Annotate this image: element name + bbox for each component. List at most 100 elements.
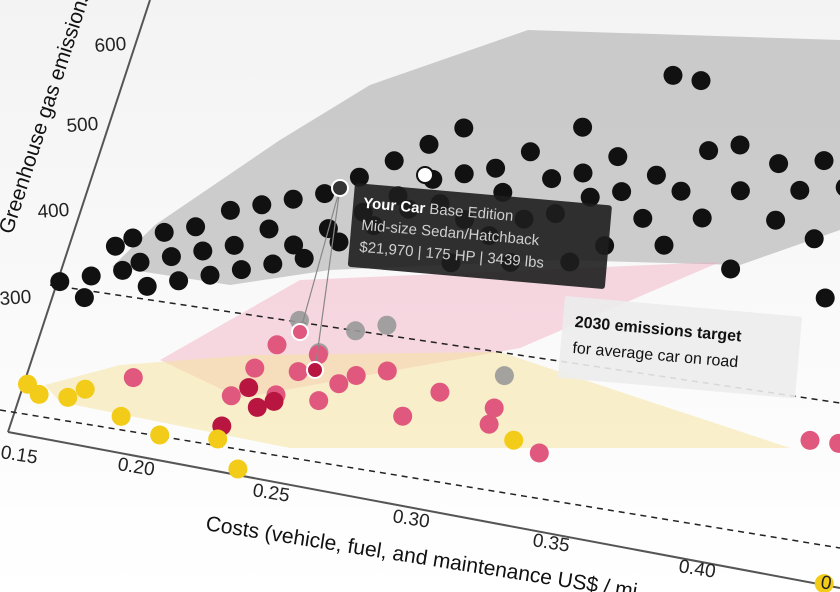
data-point[interactable] [612, 182, 632, 202]
data-point[interactable] [804, 229, 824, 249]
data-point[interactable] [150, 425, 170, 445]
data-point[interactable] [231, 260, 251, 280]
data-point[interactable] [486, 158, 506, 178]
data-point[interactable] [74, 288, 94, 308]
data-point[interactable] [111, 406, 131, 426]
data-point[interactable] [484, 398, 504, 418]
data-point[interactable] [263, 254, 283, 274]
data-point[interactable] [81, 266, 101, 286]
data-point[interactable] [267, 335, 287, 355]
data-point[interactable] [264, 391, 284, 411]
data-point[interactable] [283, 189, 303, 209]
data-point[interactable] [75, 379, 95, 399]
data-point[interactable] [800, 430, 820, 450]
data-point[interactable] [252, 195, 272, 215]
data-point[interactable] [284, 235, 304, 255]
data-point[interactable] [208, 429, 228, 449]
data-point[interactable] [814, 574, 834, 592]
data-point[interactable] [608, 147, 628, 167]
data-point[interactable] [393, 406, 413, 426]
data-point[interactable] [329, 232, 349, 252]
x-tick-label: 0.25 [251, 480, 291, 507]
data-point[interactable] [721, 259, 741, 279]
data-point[interactable] [113, 260, 133, 280]
data-point[interactable] [329, 374, 349, 394]
data-point[interactable] [50, 272, 70, 292]
data-point[interactable] [419, 134, 439, 154]
data-point[interactable] [186, 217, 206, 237]
data-point[interactable] [691, 71, 711, 91]
data-point[interactable] [692, 208, 712, 228]
highlight-marker[interactable] [306, 361, 324, 379]
car-tooltip: Your Car Base Edition Mid-size Sedan/Hat… [347, 183, 612, 289]
data-point[interactable] [161, 247, 181, 267]
data-point[interactable] [346, 366, 366, 385]
data-point[interactable] [633, 208, 653, 228]
data-point[interactable] [200, 265, 220, 285]
tooltip-background [347, 183, 612, 289]
data-point[interactable] [699, 141, 719, 161]
data-point[interactable] [384, 151, 404, 171]
data-point[interactable] [346, 321, 365, 341]
data-point[interactable] [430, 382, 450, 402]
data-point[interactable] [542, 169, 562, 189]
data-point[interactable] [247, 397, 267, 417]
data-point[interactable] [815, 288, 835, 308]
data-point[interactable] [573, 163, 593, 183]
target-label: 2030 emissions target for average car on… [558, 296, 802, 399]
data-point[interactable] [123, 228, 143, 248]
data-point[interactable] [137, 276, 157, 296]
data-point[interactable] [654, 235, 674, 255]
data-point[interactable] [814, 151, 834, 171]
data-point[interactable] [520, 142, 540, 162]
tooltip-title-bold: Your Car [363, 195, 427, 217]
data-point[interactable] [766, 210, 786, 230]
data-point[interactable] [220, 200, 240, 220]
data-point[interactable] [580, 187, 600, 207]
data-point[interactable] [504, 430, 524, 450]
data-point[interactable] [479, 414, 499, 434]
data-point[interactable] [835, 178, 840, 197]
data-point[interactable] [294, 248, 314, 268]
data-point[interactable] [130, 252, 150, 272]
data-point[interactable] [29, 384, 49, 404]
data-point[interactable] [829, 433, 840, 453]
data-point[interactable] [105, 236, 125, 256]
data-point[interactable] [377, 361, 397, 381]
data-point[interactable] [315, 184, 335, 204]
highlight-marker[interactable] [331, 179, 349, 197]
black-hull [112, 30, 840, 285]
data-point[interactable] [573, 117, 593, 137]
data-point[interactable] [494, 366, 514, 386]
data-point[interactable] [245, 358, 265, 378]
data-point[interactable] [193, 241, 213, 261]
y-tick-label: 500 [66, 114, 99, 137]
data-point[interactable] [790, 180, 810, 200]
y-tick-labels: 600 500 400 300 [0, 34, 127, 310]
data-point[interactable] [646, 165, 666, 185]
data-point[interactable] [663, 65, 683, 85]
data-point[interactable] [169, 271, 189, 291]
data-point[interactable] [259, 219, 279, 239]
data-point[interactable] [529, 443, 549, 463]
data-point[interactable] [769, 154, 789, 174]
data-point[interactable] [228, 459, 248, 479]
data-point[interactable] [123, 368, 143, 388]
data-point[interactable] [730, 135, 750, 155]
data-point[interactable] [730, 181, 750, 201]
data-point[interactable] [239, 378, 259, 398]
highlight-marker[interactable] [291, 323, 309, 341]
data-point[interactable] [221, 386, 241, 406]
data-point[interactable] [154, 222, 174, 242]
data-point[interactable] [377, 315, 397, 335]
data-point[interactable] [308, 345, 328, 365]
data-point[interactable] [224, 235, 244, 255]
data-point[interactable] [288, 362, 308, 382]
data-point[interactable] [454, 164, 474, 184]
data-point[interactable] [58, 387, 78, 407]
data-point[interactable] [671, 181, 691, 201]
data-point[interactable] [454, 118, 474, 138]
data-point[interactable] [349, 167, 369, 187]
data-point[interactable] [309, 391, 329, 411]
